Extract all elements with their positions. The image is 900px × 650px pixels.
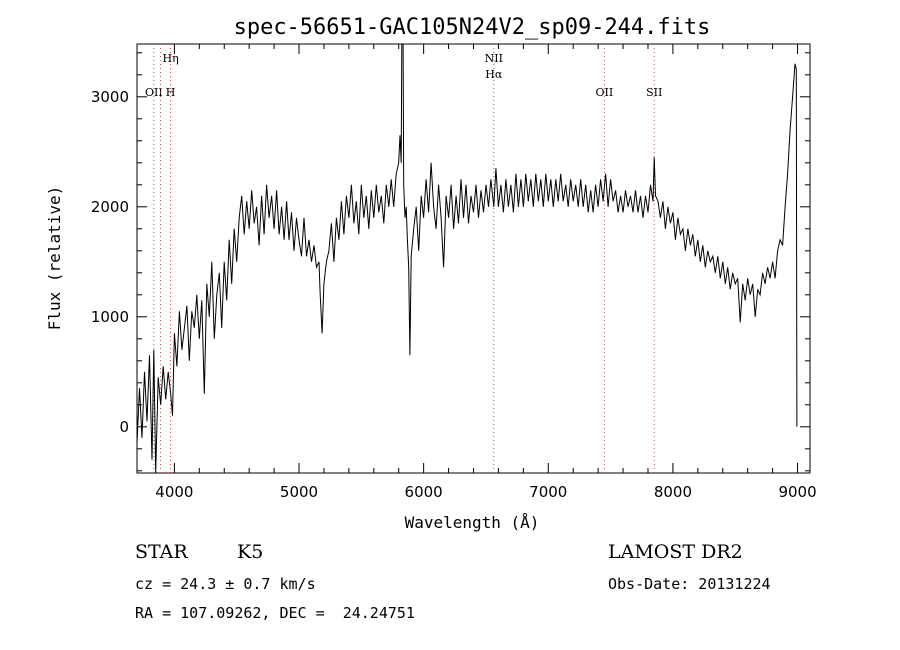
survey-name: LAMOST DR2 — [608, 541, 743, 563]
spectrum-series — [136, 43, 798, 474]
axis-ticks: 4000 5000 6000 7000 8000 9000 0 1000 2000 3000 — [91, 44, 817, 501]
redshift-velocity: cz = 24.3 ± 0.7 km/s — [135, 575, 316, 593]
x-tick-label-1: 5000 — [280, 483, 318, 501]
x-tick-label-2: 6000 — [405, 483, 443, 501]
line-marker-label-5-0: SII — [646, 86, 662, 99]
line-marker-label-1-0: Hη — [163, 52, 179, 65]
x-tick-label-0: 4000 — [155, 483, 193, 501]
x-tick-label-5: 9000 — [778, 483, 816, 501]
x-axis-label: Wavelength (Å) — [405, 513, 540, 532]
chart-title: spec-56651-GAC105N24V2_sp09-244.fits — [234, 15, 711, 40]
emission-line-markers: OII Hη H NII Hα OII SII — [145, 44, 662, 473]
observation-date: Obs-Date: 20131224 — [608, 575, 771, 593]
line-marker-label-2-0: H — [166, 86, 176, 99]
line-marker-label-3-0: NII — [485, 52, 503, 65]
y-tick-label-3: 3000 — [91, 88, 129, 106]
y-tick-label-1: 1000 — [91, 308, 129, 326]
line-marker-label-0-0: OII — [145, 86, 163, 99]
object-subclass: K5 — [237, 541, 264, 563]
line-marker-label-3-1: Hα — [485, 68, 503, 81]
spectrum-line-0 — [136, 43, 798, 474]
x-tick-label-3: 7000 — [529, 483, 567, 501]
y-tick-label-0: 0 — [119, 418, 129, 436]
x-tick-label-4: 8000 — [654, 483, 692, 501]
y-axis-label: Flux (relative) — [45, 186, 64, 331]
line-marker-label-4-0: OII — [596, 86, 614, 99]
y-tick-label-2: 2000 — [91, 198, 129, 216]
sky-coordinates: RA = 107.09262, DEC = 24.24751 — [135, 604, 415, 622]
object-class: STAR — [135, 541, 188, 563]
